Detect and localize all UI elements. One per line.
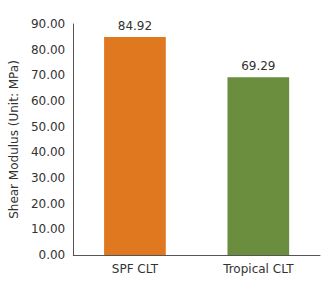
svg-text:SPF CLT: SPF CLT [112,262,159,276]
svg-text:90.00: 90.00 [31,17,65,31]
svg-text:50.00: 50.00 [31,120,65,134]
svg-text:0.00: 0.00 [39,248,66,262]
svg-text:69.29: 69.29 [241,59,275,73]
svg-text:20.00: 20.00 [31,197,65,211]
svg-text:10.00: 10.00 [31,222,65,236]
svg-text:Tropical CLT: Tropical CLT [222,262,294,276]
svg-text:60.00: 60.00 [31,94,65,108]
svg-text:30.00: 30.00 [31,171,65,185]
svg-text:80.00: 80.00 [31,43,65,57]
svg-text:40.00: 40.00 [31,145,65,159]
svg-text:Shear Modulus (Unit: MPa): Shear Modulus (Unit: MPa) [7,60,21,219]
svg-text:70.00: 70.00 [31,68,65,82]
svg-text:84.92: 84.92 [118,19,152,33]
